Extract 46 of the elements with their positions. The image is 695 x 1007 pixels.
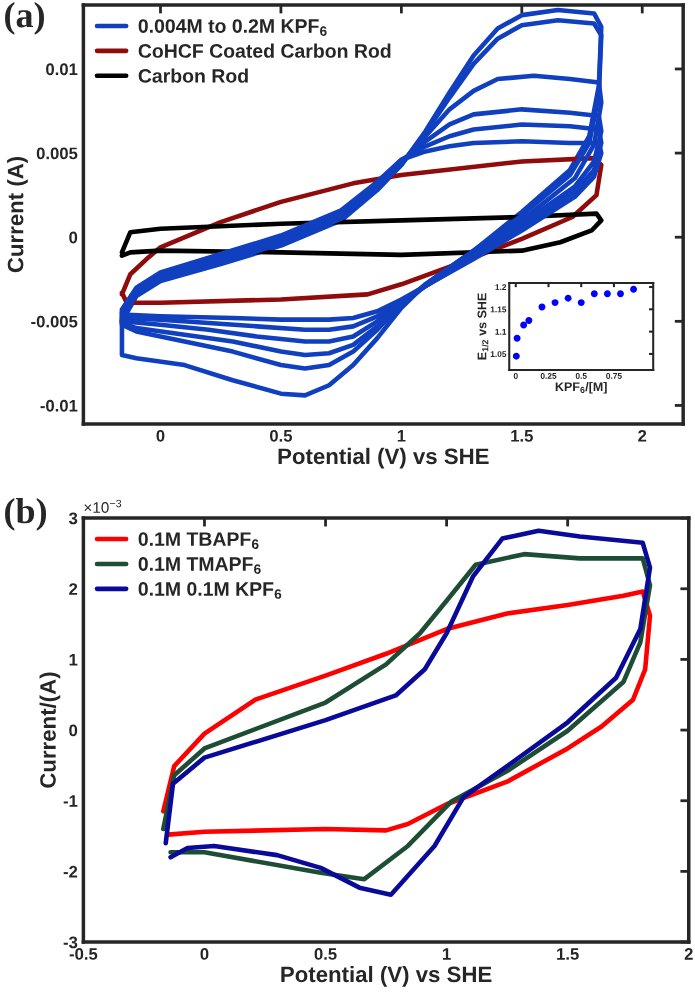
legend-label: Carbon Rod — [138, 68, 248, 83]
y-tick-label: -2 — [63, 865, 78, 878]
y-tick-label: 0.01 — [46, 63, 78, 76]
x-tick-label: 0.75 — [606, 372, 622, 379]
x-tick-label: 1 — [397, 430, 406, 442]
legend-label: 0.1M TBAPF$_{6}$ — [138, 532, 259, 549]
x-tick-label: 1.5 — [511, 430, 533, 442]
legend-label: 0.1M 0.1M KPF$_{6}$ — [138, 582, 282, 599]
y-tick-label: 3 — [68, 512, 78, 525]
x-tick-label: 0 — [200, 948, 209, 960]
x-axis-title: KPF$_{6}$/[M] — [555, 381, 607, 394]
x-axis-title: Potential (V) vs SHE — [278, 447, 489, 469]
y-axis-title: E$_{1/2}$ vs SHE — [477, 293, 489, 360]
y-tick-label: -3 — [63, 936, 78, 949]
y-axis-title: Current (A) — [7, 156, 28, 273]
x-tick-label: 1 — [443, 948, 451, 960]
y-tick-label: 1.15 — [490, 306, 507, 313]
x-tick-label: 0.5 — [314, 948, 337, 960]
y-tick-label: -1 — [63, 795, 78, 807]
y-tick-label: 0.005 — [36, 147, 78, 160]
text: (b) — [5, 497, 47, 531]
x-tick-label: 2 — [684, 948, 693, 960]
y-tick-label: -0.01 — [40, 399, 78, 412]
legend-label: 0.004M to 0.2M KPF$_{6}$ — [138, 19, 327, 36]
x-tick-label: 0 — [513, 372, 518, 379]
x-tick-label: 0.25 — [540, 372, 557, 379]
text: (a) — [5, 2, 44, 35]
x-tick-label: 2 — [638, 429, 647, 442]
y-tick-label: 0 — [69, 724, 78, 737]
legend-label: 0.1M TMAPF$_{6}$ — [138, 557, 261, 574]
y-tick-label: 0 — [69, 231, 78, 244]
x-tick-label: 0.5 — [270, 429, 293, 442]
y-tick-label: 1.05 — [490, 351, 507, 358]
legend-label: CoHCF Coated Carbon Rod — [138, 43, 391, 58]
text: ×10$^{−3}$ — [84, 499, 122, 513]
y-axis-title: Current/(A) — [39, 672, 61, 788]
x-tick-label: 1.5 — [557, 948, 579, 960]
x-tick-label: 0 — [156, 429, 165, 442]
y-tick-label: 1.1 — [495, 328, 507, 335]
x-tick-label: -0.5 — [69, 948, 98, 960]
y-tick-label: -0.005 — [31, 315, 78, 328]
y-tick-label: 2 — [69, 583, 78, 595]
x-tick-label: 0.5 — [575, 372, 587, 379]
y-tick-label: 1 — [69, 653, 78, 666]
y-tick-label: 1.2 — [495, 284, 507, 291]
x-axis-title: Potential (V) vs SHE — [281, 965, 492, 987]
